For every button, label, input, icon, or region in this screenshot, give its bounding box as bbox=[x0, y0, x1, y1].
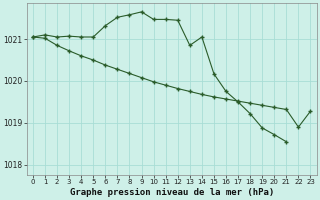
X-axis label: Graphe pression niveau de la mer (hPa): Graphe pression niveau de la mer (hPa) bbox=[69, 188, 274, 197]
